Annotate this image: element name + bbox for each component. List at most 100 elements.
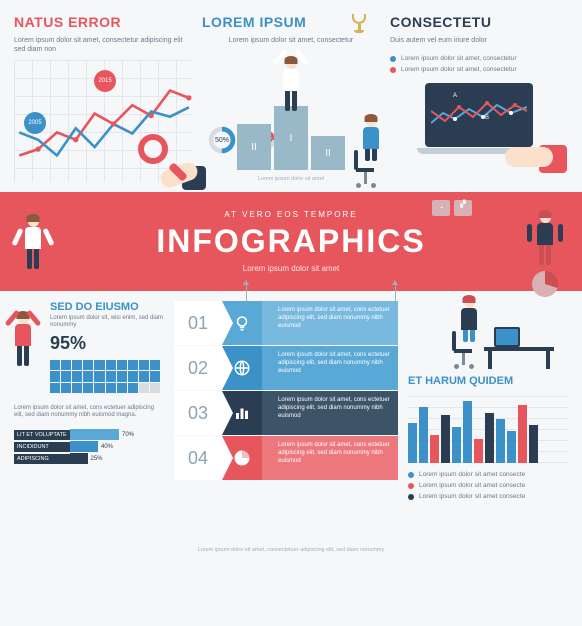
grid-cell <box>139 371 149 381</box>
banner-title: INFOGRAPHICS <box>14 223 568 260</box>
chair-icon <box>356 168 376 188</box>
dot-icon <box>408 494 414 500</box>
grid-cell <box>94 360 104 370</box>
step-text: Lorem ipsum dolor sit amet, cons ectetue… <box>262 346 398 390</box>
hbar-fill <box>70 453 88 464</box>
col-harum: ET HARUM QUIDEM Lorem ipsum dolor sit am… <box>408 301 568 541</box>
hand-icon <box>505 147 553 167</box>
grid-cell <box>72 383 82 393</box>
legend-label: Lorem ipsum dolor sit amet, consectetur <box>401 55 517 62</box>
legend-label: Lorem ipsum dolor sit amet consecte <box>419 493 525 500</box>
grid-cell <box>106 383 116 393</box>
vbar <box>518 405 527 463</box>
sub-left: Lorem ipsum dolor sit amet, consectetur … <box>14 36 192 54</box>
legend-item: Lorem ipsum dolor sit amet, consectetur <box>390 66 568 73</box>
col-sed-do: SED DO EIUSMO Lorem ipsum dolor sit, wis… <box>14 301 164 541</box>
title-right: CONSECTETU <box>390 14 568 30</box>
grid-cell <box>117 371 127 381</box>
percent-grid <box>50 360 160 392</box>
vbar <box>507 431 516 463</box>
step-row: 04Lorem ipsum dolor sit amet, cons ectet… <box>174 436 398 480</box>
step-row: 01 Lorem ipsum dolor sit amet, cons ectet… <box>174 301 398 345</box>
person-right-icon <box>530 212 564 266</box>
hbar-fill <box>70 429 119 440</box>
grid-cell <box>83 371 93 381</box>
picture-icon: ▞ <box>454 200 472 216</box>
hbar-label: INCIDIDUNT <box>14 442 70 452</box>
step-number: 04 <box>174 436 222 480</box>
title-left: NATUS ERROR <box>14 14 192 30</box>
sub-sed: Lorem ipsum dolor sit, wisi enim, sed di… <box>50 315 164 329</box>
vbar <box>474 439 483 463</box>
legend-item: Lorem ipsum dolor sit amet consecte <box>408 482 568 489</box>
dot-icon <box>390 67 396 73</box>
grid-cell <box>72 360 82 370</box>
legend-label: Lorem ipsum dolor sit amet consecte <box>419 471 525 478</box>
vbar <box>496 419 505 463</box>
dot-icon <box>408 472 414 478</box>
step-text: Lorem ipsum dolor sit amet, cons ectetue… <box>262 301 398 345</box>
grid-cell <box>117 360 127 370</box>
grid-cell <box>117 383 127 393</box>
bottom-row: SED DO EIUSMO Lorem ipsum dolor sit, wis… <box>14 301 568 541</box>
legend-label: Lorem ipsum dolor sit amet, consectetur <box>401 66 517 73</box>
banner: ◔▞ AT VERO EOS TEMPORE INFOGRAPHICS Lore… <box>0 192 582 291</box>
legend-item: Lorem ipsum dolor sit amet consecte <box>408 493 568 500</box>
vbar <box>452 427 461 463</box>
hbar-label: ADIPISCING <box>14 454 70 464</box>
trophy-icon <box>350 14 368 36</box>
banner-sup: AT VERO EOS TEMPORE <box>14 210 568 219</box>
step-number: 02 <box>174 346 222 390</box>
grid-cell <box>61 383 71 393</box>
grid-cell <box>50 360 60 370</box>
line-chart: 2005 2015 <box>14 60 192 182</box>
grid-cell <box>61 360 71 370</box>
grid-cell <box>106 371 116 381</box>
grid-cell <box>83 360 93 370</box>
vbar <box>441 415 450 463</box>
grid-cell <box>139 383 149 393</box>
step-row: 03Lorem ipsum dolor sit amet, cons ectet… <box>174 391 398 435</box>
cheering-person-icon <box>8 313 38 367</box>
podium-2: II <box>237 124 271 170</box>
vbar <box>485 413 494 463</box>
grid-cell <box>50 383 60 393</box>
grid-cell <box>128 371 138 381</box>
para-sed: Lorem ipsum dolor sit amet, cons ectetue… <box>14 405 164 419</box>
grid-cell <box>94 371 104 381</box>
winner-person-icon <box>276 58 306 112</box>
infographic-page: NATUS ERROR Lorem ipsum dolor sit amet, … <box>0 0 582 567</box>
grid-cell <box>94 383 104 393</box>
top-row: NATUS ERROR Lorem ipsum dolor sit amet, … <box>14 14 568 182</box>
step-number: 03 <box>174 391 222 435</box>
picture-icon: ◔ <box>432 200 450 216</box>
vbar-chart <box>408 395 568 463</box>
pct-95: 95% <box>50 333 164 354</box>
magnifier-icon <box>138 134 184 180</box>
dot-icon <box>390 56 396 62</box>
sub-right: Duis autem vel eum iriure dolor <box>390 36 568 45</box>
arrow-up-icon <box>395 285 396 301</box>
legend-label: Lorem ipsum dolor sit amet consecte <box>419 482 525 489</box>
col-natus-error: NATUS ERROR Lorem ipsum dolor sit amet, … <box>14 14 192 182</box>
hbar-row: LIT ET VOLUPTATE70% <box>14 429 164 440</box>
grid-cell <box>150 360 160 370</box>
grid-cell <box>72 371 82 381</box>
step-number: 01 <box>174 301 222 345</box>
grid-cell <box>106 360 116 370</box>
hbar-value: 25% <box>91 456 103 462</box>
desk-scene-icon <box>450 289 560 369</box>
grid-cell <box>61 371 71 381</box>
arrow-up-icon <box>246 285 247 301</box>
hbar-row: ADIPISCING 25% <box>14 453 164 464</box>
podium-1: I <box>274 106 308 170</box>
vbar <box>419 407 428 463</box>
legend-harum: Lorem ipsum dolor sit amet consecte Lorem… <box>408 471 568 500</box>
grid-cell <box>50 371 60 381</box>
grid-cell <box>128 360 138 370</box>
vbar <box>529 425 538 463</box>
legend-item: Lorem ipsum dolor sit amet consecte <box>408 471 568 478</box>
grid-cell <box>150 371 160 381</box>
grid-cell <box>83 383 93 393</box>
laptop-screen: AB <box>425 83 533 147</box>
